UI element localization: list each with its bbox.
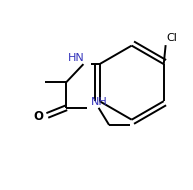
Text: O: O bbox=[34, 110, 43, 123]
Text: NH: NH bbox=[91, 97, 108, 107]
Text: Cl: Cl bbox=[167, 33, 177, 43]
Text: HN: HN bbox=[68, 53, 84, 63]
